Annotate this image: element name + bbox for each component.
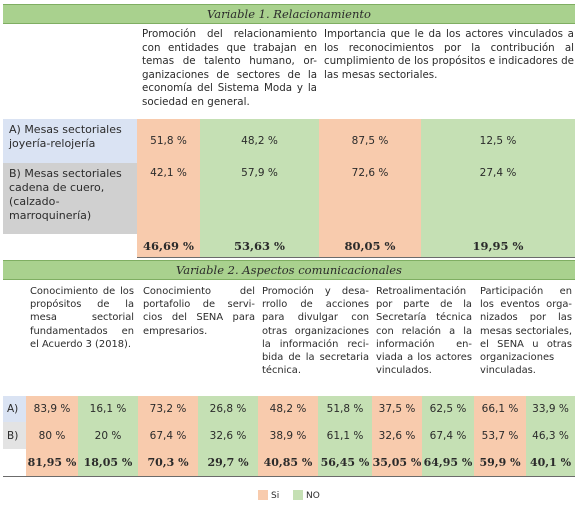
v2-row-a-value: 48,2 %	[258, 396, 318, 422]
legend-no-swatch	[293, 490, 303, 500]
v1-row-a-si-1: 51,8 %	[137, 119, 200, 163]
v2-row-b-value: 38,9 %	[258, 422, 318, 449]
v2-total-value: 29,7 %	[198, 449, 258, 476]
v2-total-value: 70,3 %	[138, 449, 198, 476]
v2-header-retroalimentacion: Retroalimentación por parte de la Secret…	[376, 286, 472, 377]
v1-header-importancia: Importancia que le da los actores vincul…	[324, 28, 574, 81]
v2-row-b-value: 61,1 %	[318, 422, 372, 449]
v2-row-a-value: 16,1 %	[78, 396, 138, 422]
v1-row-b-si-1: 42,1 %	[150, 167, 187, 179]
v2-total-value: 81,95 %	[26, 449, 78, 476]
v2-header-promocion-acciones: Promoción y desa-rrollo de acciones para…	[262, 286, 369, 377]
v2-row-a-label: A)	[3, 396, 26, 422]
v1-row-a-si-2: 87,5 %	[319, 119, 421, 163]
v2-row-b-value: 80 %	[26, 422, 78, 449]
v1-row-b-si-2: 72,6 %	[351, 167, 389, 179]
v2-total-value: 18,05 %	[78, 449, 138, 476]
v2-total-value: 56,45 %	[318, 449, 372, 476]
v2-row-a-value: 26,8 %	[198, 396, 258, 422]
v1-total-no-2: 19,95 %	[421, 234, 575, 257]
v2-bottom-rule	[3, 476, 575, 477]
v1-row-b-no-2: 27,4 %	[479, 167, 517, 179]
v2-row-a-value: 33,9 %	[526, 396, 575, 422]
legend-si-label: Si	[271, 491, 280, 501]
legend-si-swatch	[258, 490, 268, 500]
v1-total-si-1: 46,69 %	[137, 234, 200, 257]
v2-row-a-value: 62,5 %	[422, 396, 474, 422]
legend-no-label: NO	[306, 491, 320, 501]
v2-row-b-value: 20 %	[78, 422, 138, 449]
v2-header-portafolio: Conocimiento del portafolio de servi-cio…	[143, 286, 255, 337]
v2-total-value: 35,05 %	[372, 449, 422, 476]
variable-2-title: Variable 2. Aspectos comunicacionales	[3, 260, 575, 280]
v2-row-b-label: B)	[3, 422, 26, 449]
v2-row-a-value: 83,9 %	[26, 396, 78, 422]
v2-total-value: 64,95 %	[422, 449, 474, 476]
v1-row-b-label: B) Mesas sectoriales cadena de cuero, (c…	[3, 163, 137, 234]
v1-header-promocion: Promoción del relacionamiento con entida…	[142, 28, 317, 108]
v2-row-b-value: 53,7 %	[474, 422, 526, 449]
v1-total-rule	[137, 257, 575, 258]
v2-total-value: 40,85 %	[258, 449, 318, 476]
v2-row-a-value: 37,5 %	[372, 396, 422, 422]
v1-total-no-1: 53,63 %	[200, 234, 319, 257]
v2-total-value: 40,1 %	[526, 449, 575, 476]
v2-row-a-value: 66,1 %	[474, 396, 526, 422]
v1-row-a-no-2: 12,5 %	[421, 119, 575, 163]
variable-1-title: Variable 1. Relacionamiento	[3, 4, 575, 24]
v2-header-conocimiento-propositos: Conocimiento de los propósitos de la mes…	[30, 286, 134, 350]
v1-row-b-no-1: 57,9 %	[241, 167, 278, 179]
v1-row-a-label: A) Mesas sectoriales joyería-relojería	[3, 119, 137, 163]
v2-row-b-value: 32,6 %	[372, 422, 422, 449]
v1-total-si-2: 80,05 %	[319, 234, 421, 257]
v2-header-participacion: Participación en los eventos orga-nizado…	[480, 286, 572, 377]
v2-row-b-value: 32,6 %	[198, 422, 258, 449]
v2-total-value: 59,9 %	[474, 449, 526, 476]
v2-row-b-value: 67,4 %	[422, 422, 474, 449]
v2-row-a-value: 51,8 %	[318, 396, 372, 422]
v1-row-a-no-1: 48,2 %	[200, 119, 319, 163]
v2-row-b-value: 67,4 %	[138, 422, 198, 449]
v2-row-b-value: 46,3 %	[526, 422, 575, 449]
v2-row-a-value: 73,2 %	[138, 396, 198, 422]
